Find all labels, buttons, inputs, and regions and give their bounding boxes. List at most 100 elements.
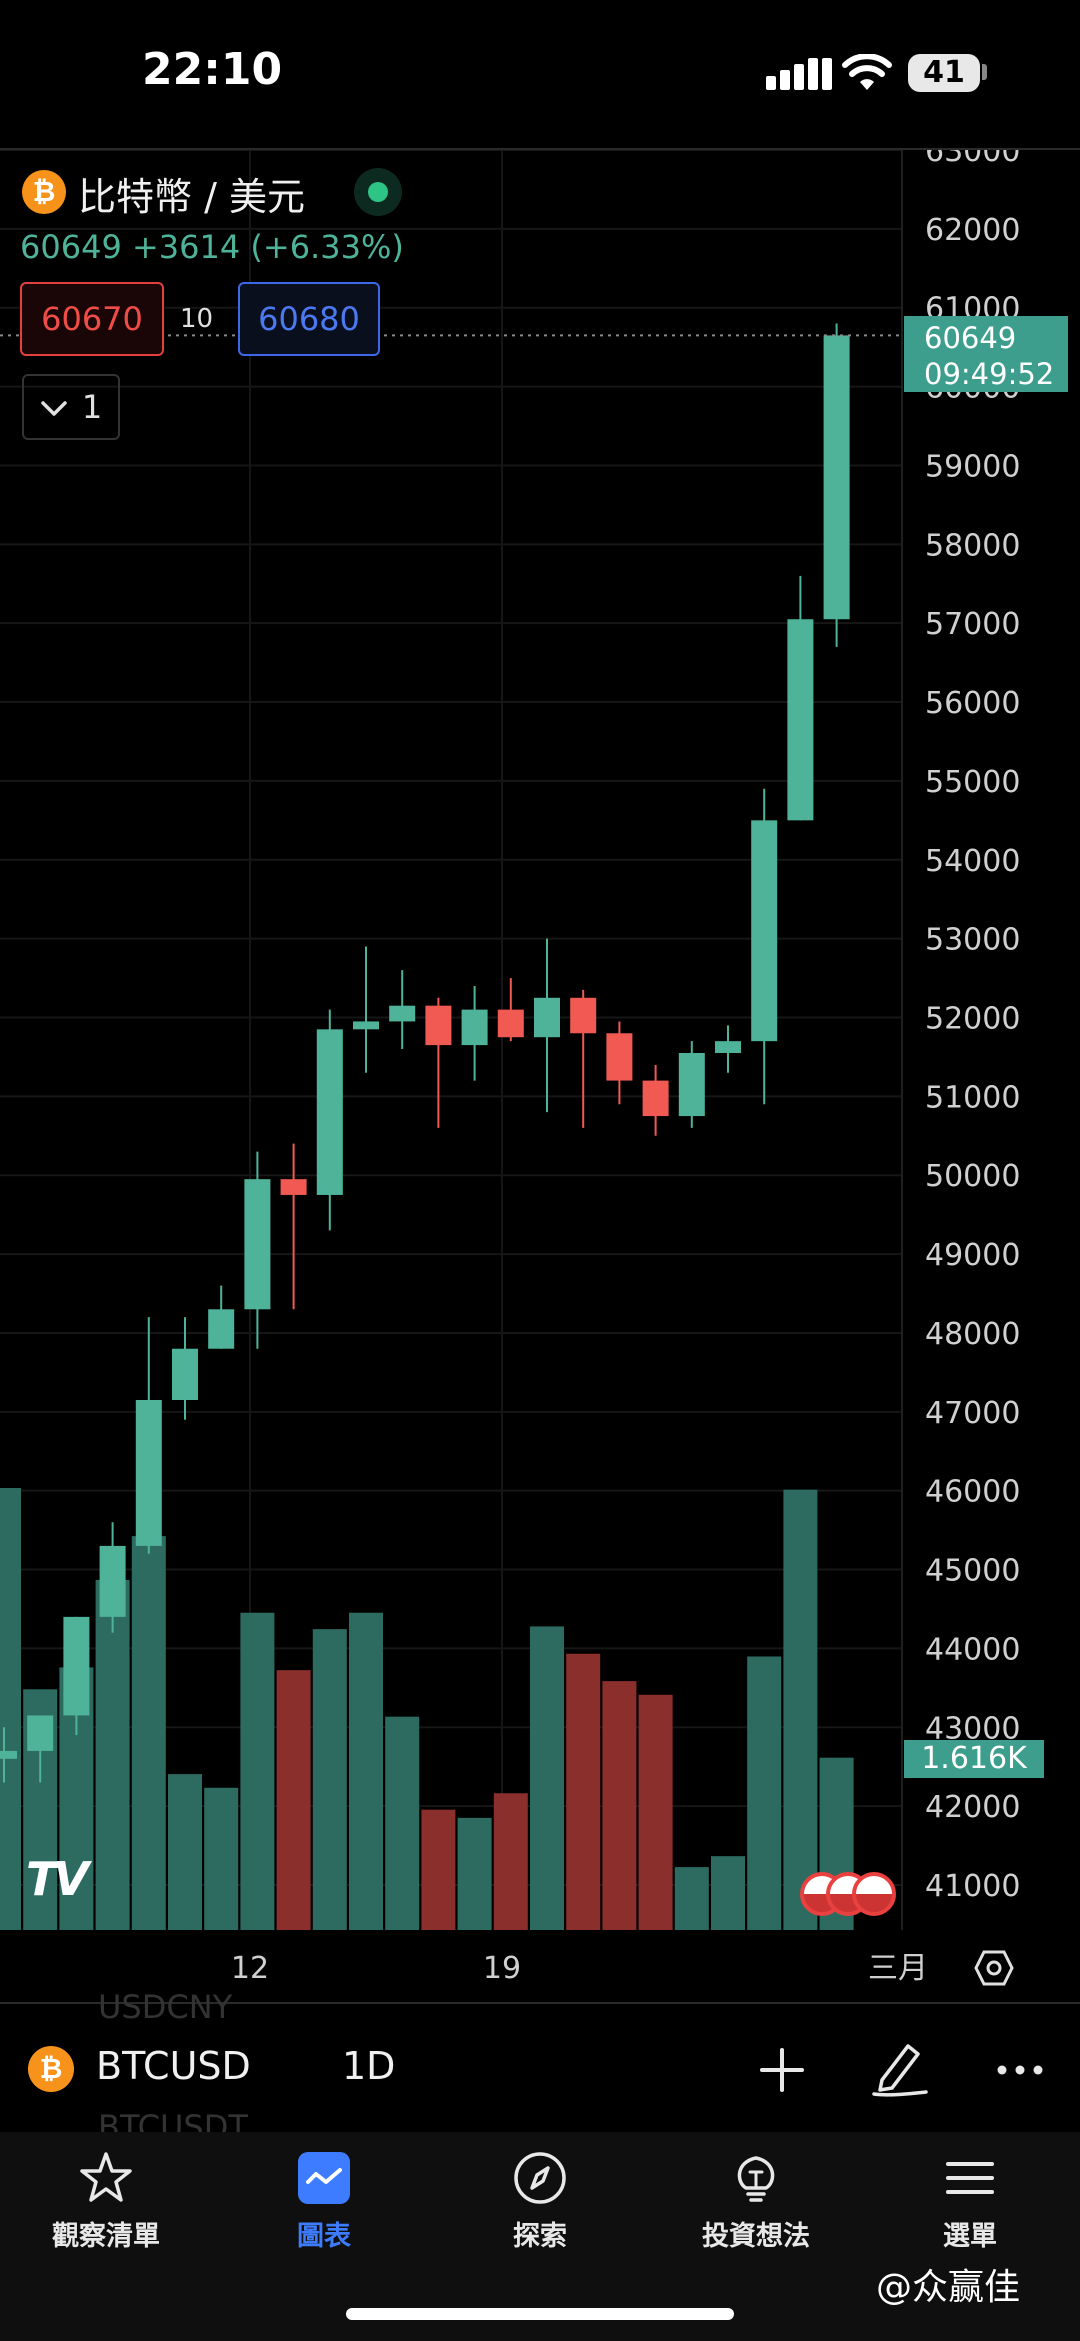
tab-label: 圖表: [297, 2221, 351, 2252]
price-tick-label: 62000: [925, 213, 1020, 248]
tab-watchlist[interactable]: 觀察清單: [16, 2148, 196, 2253]
status-bar: 22:10 41: [0, 0, 1080, 148]
tab-chart[interactable]: 圖表: [234, 2148, 414, 2253]
last-price: 60649: [20, 228, 122, 266]
volume-bar: [312, 1629, 347, 1930]
volume-bar: [566, 1653, 601, 1930]
price-tick-label: 54000: [925, 844, 1020, 879]
compass-icon: [514, 2152, 566, 2204]
volume-bar: [349, 1612, 383, 1930]
indicator-count: 1: [81, 388, 103, 426]
price-tick-label: 47000: [925, 1396, 1020, 1431]
candle-body: [63, 1616, 90, 1716]
candle-body: [570, 997, 597, 1034]
chart-settings-icon[interactable]: [974, 1948, 1014, 1988]
symbol-title[interactable]: 比特幣 / 美元: [78, 175, 305, 219]
symbol-selector[interactable]: BTCUSD: [96, 2044, 251, 2088]
tab-label: 投資想法: [702, 2221, 810, 2252]
price-change: +3614: [131, 228, 241, 266]
volume-bar: [493, 1793, 528, 1930]
volume-bar: [168, 1774, 202, 1930]
menu-icon: [946, 2162, 994, 2194]
candle-body: [787, 619, 814, 821]
economic-events-markers[interactable]: [800, 1872, 896, 1920]
drawing-pen-icon[interactable]: [868, 2036, 932, 2100]
candle-body: [27, 1715, 54, 1751]
interval-selector[interactable]: 1D: [342, 2044, 396, 2088]
us-flag-icon[interactable]: [852, 1872, 896, 1916]
price-change-percent: (+6.33%): [250, 228, 404, 266]
market-open-dot-icon: [368, 182, 388, 202]
candle-body: [316, 1029, 343, 1195]
volume-bar: [747, 1656, 782, 1930]
candle-body: [389, 1005, 416, 1022]
tab-explore[interactable]: 探索: [450, 2148, 630, 2253]
volume-bars: [0, 1488, 854, 1930]
volume-bar: [783, 1489, 818, 1930]
candle-body: [715, 1041, 741, 1053]
candle-body: [534, 997, 560, 1038]
candle-body: [606, 1033, 633, 1081]
price-tick-label: 57000: [925, 607, 1020, 642]
volume-bar: [602, 1681, 637, 1930]
price-tick-label: 58000: [925, 528, 1020, 563]
candle-body: [678, 1052, 705, 1117]
sell-bid-button[interactable]: 60670: [20, 282, 164, 356]
quote-line: 60649 +3614 (+6.33%): [20, 228, 404, 266]
candle-body: [135, 1399, 162, 1546]
price-tick-label: 53000: [925, 923, 1020, 958]
volume-bar: [276, 1670, 311, 1930]
tab-label: 觀察清單: [52, 2221, 160, 2252]
price-tick-label: 59000: [925, 449, 1020, 484]
candle-body: [99, 1545, 126, 1617]
date-axis[interactable]: 12 19 三月: [0, 1930, 1080, 2000]
candle-body: [823, 335, 850, 620]
candle-body: [244, 1179, 271, 1310]
candlestick-chart[interactable]: 6300062000610006000059000580005700056000…: [0, 150, 1080, 2000]
tab-menu[interactable]: 選單: [880, 2148, 1060, 2253]
volume-bar: [421, 1809, 456, 1930]
candle-body: [280, 1179, 307, 1195]
battery-tip: [982, 64, 987, 80]
chart-icon: [298, 2152, 350, 2204]
candle-body: [425, 1005, 452, 1046]
price-tick-label: 56000: [925, 686, 1020, 721]
tab-ideas[interactable]: 投資想法: [666, 2148, 846, 2253]
bitcoin-icon: ₿: [28, 2046, 74, 2092]
volume-bar: [385, 1716, 420, 1930]
indicators-toggle-button[interactable]: 1: [22, 374, 120, 440]
symbol-scroll-ghost-above: USDCNY: [98, 1988, 233, 2026]
bitcoin-icon: ₿: [22, 170, 66, 214]
plus-icon[interactable]: [752, 2040, 812, 2100]
candle-body: [461, 1009, 488, 1046]
battery-icon: 41: [908, 54, 980, 92]
price-tick-label: 55000: [925, 765, 1020, 800]
chevron-down-icon: [41, 401, 67, 416]
candle-body: [353, 1021, 379, 1030]
more-icon[interactable]: [990, 2040, 1050, 2100]
candle-body: [208, 1309, 235, 1349]
spread-value: 10: [180, 304, 214, 334]
price-scale[interactable]: 6300062000610006000059000580005700056000…: [925, 150, 1020, 1904]
last-price-badge: 60649 09:49:52: [904, 316, 1068, 392]
candle-body: [497, 1009, 524, 1038]
bar-countdown: 09:49:52: [924, 357, 1055, 391]
price-tick-label: 42000: [925, 1790, 1020, 1825]
volume-bar: [240, 1612, 275, 1930]
volume-bar: [0, 1488, 21, 1930]
date-label: 三月: [868, 1951, 928, 1986]
price-tick-label: 51000: [925, 1080, 1020, 1115]
star-icon: [80, 2152, 132, 2202]
candles: [0, 323, 850, 1783]
chart-top-border: [0, 148, 1080, 150]
bottom-tab-bar: [0, 2132, 1080, 2341]
date-label: 12: [231, 1951, 269, 1986]
volume-bar: [674, 1867, 709, 1930]
price-tick-label: 48000: [925, 1317, 1020, 1352]
volume-bar: [638, 1694, 673, 1930]
lightbulb-icon: [737, 2156, 775, 2202]
price-tick-label: 52000: [925, 1002, 1020, 1037]
volume-badge: 1.616K: [904, 1740, 1044, 1778]
buy-ask-button[interactable]: 60680: [238, 282, 380, 356]
volume-bar: [530, 1626, 564, 1930]
